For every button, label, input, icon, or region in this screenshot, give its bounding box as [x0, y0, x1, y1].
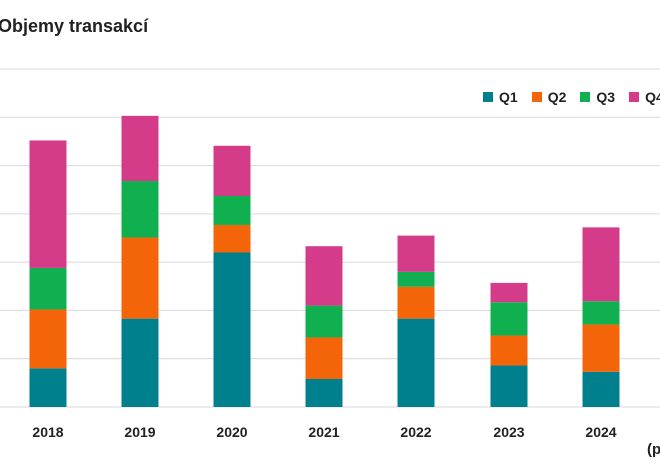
legend-item-q2: Q2 [531, 89, 567, 105]
bar-2019-q3 [121, 181, 159, 238]
bar-2023-q4 [490, 282, 528, 303]
legend-label-q1: Q1 [499, 89, 518, 105]
bar-2024-q1 [582, 371, 620, 407]
bar-2018-q3 [29, 267, 67, 310]
legend-label-q3: Q3 [596, 89, 616, 105]
bar-2021-q2 [305, 337, 343, 379]
bar-2021-q4 [305, 246, 343, 306]
bar-2019-q2 [121, 237, 159, 319]
legend-swatch-q1 [483, 92, 493, 102]
bar-2020-q3 [213, 195, 251, 225]
bar-2024-q2 [582, 324, 620, 372]
x-tick-label: 2021 [308, 424, 339, 440]
x-tick-label: 2020 [216, 424, 247, 440]
legend-label-q2: Q2 [547, 89, 567, 105]
bar-2023-q2 [490, 335, 528, 366]
bar-2018-q1 [29, 368, 67, 407]
bar-2021-q3 [305, 305, 343, 338]
bar-2018-q2 [29, 309, 67, 369]
bar-2020-q2 [213, 224, 251, 253]
x-tick-label: 2018 [32, 424, 63, 440]
bar-2022-q1 [397, 318, 435, 407]
x-tick-label: 2022 [400, 424, 431, 440]
legend-item-q1: Q1 [483, 89, 518, 105]
legend-swatch-q2 [531, 92, 542, 102]
bar-2023-q3 [490, 302, 528, 336]
legend-item-q4: Q4 [629, 89, 660, 105]
unit-note: (p [647, 441, 660, 458]
bar-2023-q1 [490, 365, 528, 407]
bar-2020-q1 [213, 252, 251, 407]
legend-label-q4: Q4 [645, 89, 660, 105]
legend-item-q3: Q3 [580, 89, 615, 105]
legend-swatch-q3 [580, 92, 591, 102]
legend-swatch-q4 [629, 92, 640, 102]
bar-2019-q4 [121, 115, 159, 182]
chart-legend: Q1 Q2 Q3 Q4 [483, 89, 660, 105]
bar-2024-q4 [582, 227, 620, 302]
bar-2022-q3 [397, 271, 435, 287]
bar-2018-q4 [29, 140, 67, 268]
bar-2022-q4 [397, 235, 435, 272]
x-tick-label: 2024 [585, 424, 616, 440]
bar-2021-q1 [305, 378, 343, 407]
bar-2024-q3 [582, 301, 620, 325]
bar-2019-q1 [121, 318, 159, 407]
bar-2022-q2 [397, 286, 435, 319]
chart-title: Objemy transakcí [0, 16, 149, 36]
bar-2020-q4 [213, 145, 251, 196]
x-tick-label: 2019 [124, 424, 155, 440]
x-tick-label: 2023 [493, 424, 524, 440]
